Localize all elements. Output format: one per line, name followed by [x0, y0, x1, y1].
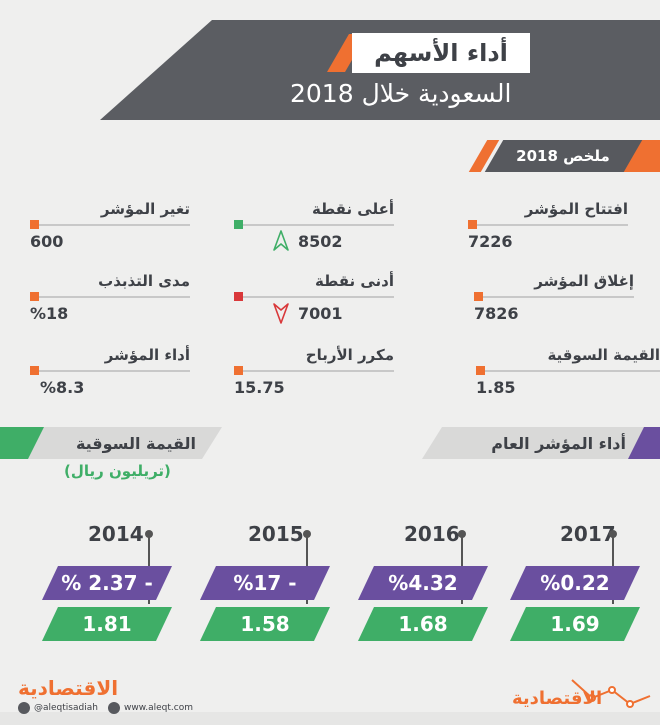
orange-marker: [468, 220, 477, 229]
performance-bar-2016: %4.32: [358, 566, 488, 600]
stat-pe-ratio: مكرر الأرباح 15.75: [234, 346, 394, 397]
stat-low-point: أدنى نقطة 7001: [234, 272, 394, 328]
red-marker: [234, 292, 243, 301]
summary-title: ملخص 2018: [516, 147, 610, 165]
performance-bar-2014: % 2.37 -: [42, 566, 172, 600]
header-title: أداء الأسهم: [352, 33, 530, 73]
footer-logo: الاقتصادية: [512, 688, 603, 709]
orange-marker: [30, 292, 39, 301]
footer-website: www.aleqt.com: [108, 702, 193, 714]
header-subtitle: السعودية خلال 2018: [290, 78, 512, 108]
footer-strip: [0, 712, 660, 725]
orange-marker: [234, 366, 243, 375]
stat-volatility-range: مدى التذبذب %18: [30, 272, 190, 323]
year-label-2014: 2014: [88, 522, 144, 546]
orange-marker: [474, 292, 483, 301]
summary-header: ملخص 2018: [468, 140, 660, 172]
footer-twitter: @aleqtisadiah: [18, 702, 98, 714]
orange-marker: [30, 220, 39, 229]
market-value-unit: (تريليون ريال): [64, 462, 171, 480]
year-label-2015: 2015: [248, 522, 304, 546]
twitter-icon: [18, 702, 30, 714]
section-market-value: القيمة السوقية: [0, 427, 222, 459]
stat-index-performance: أداء المؤشر %8.3: [30, 346, 190, 402]
market-value-bar-2014: 1.81: [42, 607, 172, 641]
year-label-2017: 2017: [560, 522, 616, 546]
market-value-bar-2015: 1.58: [200, 607, 330, 641]
orange-marker: [476, 366, 485, 375]
green-marker: [234, 220, 243, 229]
stat-high-point: أعلى نقطة 8502: [234, 200, 394, 256]
year-label-2016: 2016: [404, 522, 460, 546]
up-arrow-icon: [273, 230, 289, 251]
down-arrow-icon: [273, 303, 289, 324]
orange-marker: [30, 366, 39, 375]
stat-index-open: افتتاح المؤشر 7226: [468, 200, 628, 251]
line-chart-icon: [571, 679, 651, 708]
footer-brand: الاقتصادية: [18, 676, 119, 700]
performance-bar-2015: %17 -: [200, 566, 330, 600]
stat-index-change: تغير المؤشر 600: [30, 200, 190, 251]
performance-bar-2017: %0.22: [510, 566, 640, 600]
section-index-performance: أداء المؤشر العام: [422, 427, 660, 459]
market-value-bar-2017: 1.69: [510, 607, 640, 641]
stat-index-close: إغلاق المؤشر 7826: [474, 272, 634, 323]
stat-market-value: القيمة السوقية 1.85: [476, 346, 660, 397]
globe-icon: [108, 702, 120, 714]
market-value-bar-2016: 1.68: [358, 607, 488, 641]
